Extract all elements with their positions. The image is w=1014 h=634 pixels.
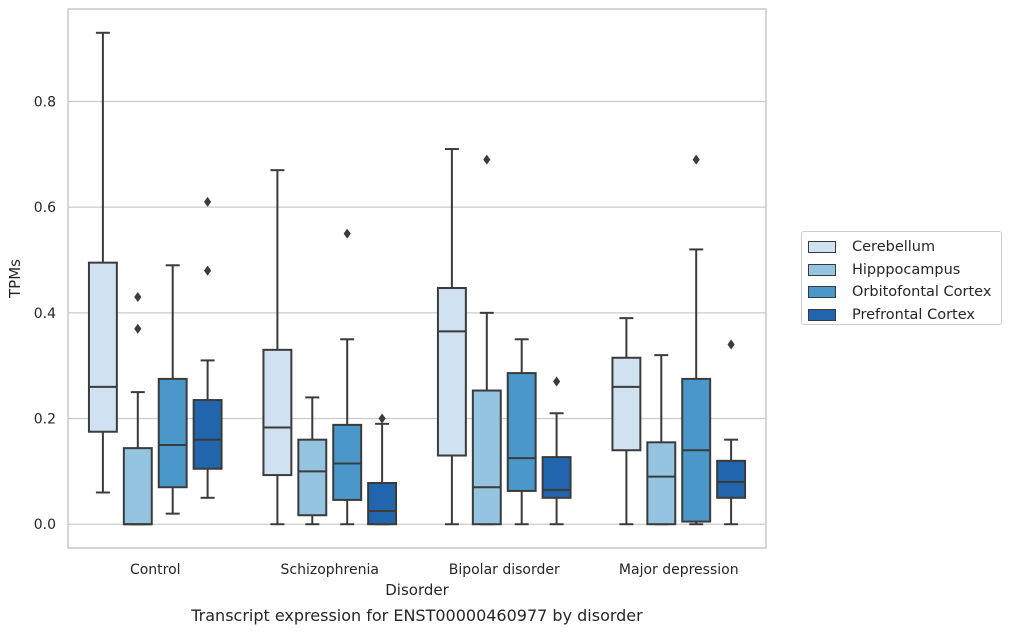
box-group xyxy=(611,317,642,526)
box xyxy=(506,372,537,492)
outlier-point xyxy=(343,228,351,239)
box xyxy=(471,389,502,526)
box-group xyxy=(681,154,712,526)
outlier-point xyxy=(727,339,735,350)
box-group xyxy=(716,339,747,526)
box xyxy=(157,377,188,489)
box xyxy=(646,441,677,526)
box xyxy=(122,447,153,526)
box-group xyxy=(367,413,398,526)
x-tick-labels: Control Schizophrenia Bipolar disorder Majo… xyxy=(130,562,739,578)
x-axis-label: Disorder xyxy=(385,581,449,599)
outlier-point xyxy=(378,413,386,424)
box xyxy=(87,261,118,433)
legend-swatch xyxy=(808,286,836,299)
legend-item: Prefrontal Cortex xyxy=(808,304,1001,327)
chart-caption: Transcript expression for ENST0000046097… xyxy=(191,606,643,625)
x-tick-label: Major depression xyxy=(619,562,739,578)
box xyxy=(367,482,398,526)
legend-item: Orbitofontal Cortex xyxy=(808,281,1001,304)
x-tick-label: Control xyxy=(130,562,181,578)
outlier-point xyxy=(483,154,491,165)
legend-swatch xyxy=(808,309,836,322)
box-group xyxy=(646,354,677,526)
legend-label: Hipppocampus xyxy=(852,261,961,278)
y-tick-label: 0.6 xyxy=(34,200,56,216)
box-group xyxy=(297,396,328,526)
box-group xyxy=(541,376,572,526)
box-group xyxy=(192,196,223,499)
legend-swatch xyxy=(808,241,836,254)
y-axis-label: TPMs xyxy=(6,259,24,299)
outlier-point xyxy=(553,376,561,387)
box xyxy=(611,356,642,452)
box-group xyxy=(262,169,293,526)
box-group xyxy=(471,154,502,526)
box xyxy=(332,423,363,501)
box xyxy=(297,438,328,517)
box-group xyxy=(157,264,188,515)
y-tick-label: 0.4 xyxy=(34,306,56,322)
box-group xyxy=(87,31,118,494)
outlier-point xyxy=(204,196,212,207)
legend-label: Prefrontal Cortex xyxy=(852,307,975,324)
outlier-point xyxy=(692,154,700,165)
legend-item: Hipppocampus xyxy=(808,259,1001,282)
y-tick-label: 0.0 xyxy=(34,517,56,533)
outlier-point xyxy=(134,291,142,302)
box-group xyxy=(506,338,537,526)
x-tick-label: Bipolar disorder xyxy=(449,562,560,578)
box-group xyxy=(332,228,363,526)
legend-label: Orbitofontal Cortex xyxy=(852,284,992,301)
box-group xyxy=(436,148,467,526)
plot-frame xyxy=(67,8,767,549)
boxes xyxy=(87,31,747,526)
outlier-point xyxy=(204,265,212,276)
y-tick-label: 0.8 xyxy=(34,94,56,110)
legend-label: Cerebellum xyxy=(852,239,936,256)
legend-item: Cerebellum xyxy=(808,236,1001,259)
box xyxy=(262,348,293,477)
legend: Cerebellum Hipppocampus Orbitofontal Corte… xyxy=(801,231,1002,325)
y-tick-labels: 0.0 0.2 0.4 0.6 0.8 xyxy=(34,94,56,533)
box xyxy=(436,287,467,457)
outlier-point xyxy=(134,323,142,334)
box xyxy=(541,456,572,499)
box xyxy=(716,459,747,499)
box xyxy=(192,399,223,470)
legend-swatch xyxy=(808,263,836,276)
box-group xyxy=(122,291,153,526)
y-tick-label: 0.2 xyxy=(34,412,56,428)
x-tick-label: Schizophrenia xyxy=(281,562,379,578)
